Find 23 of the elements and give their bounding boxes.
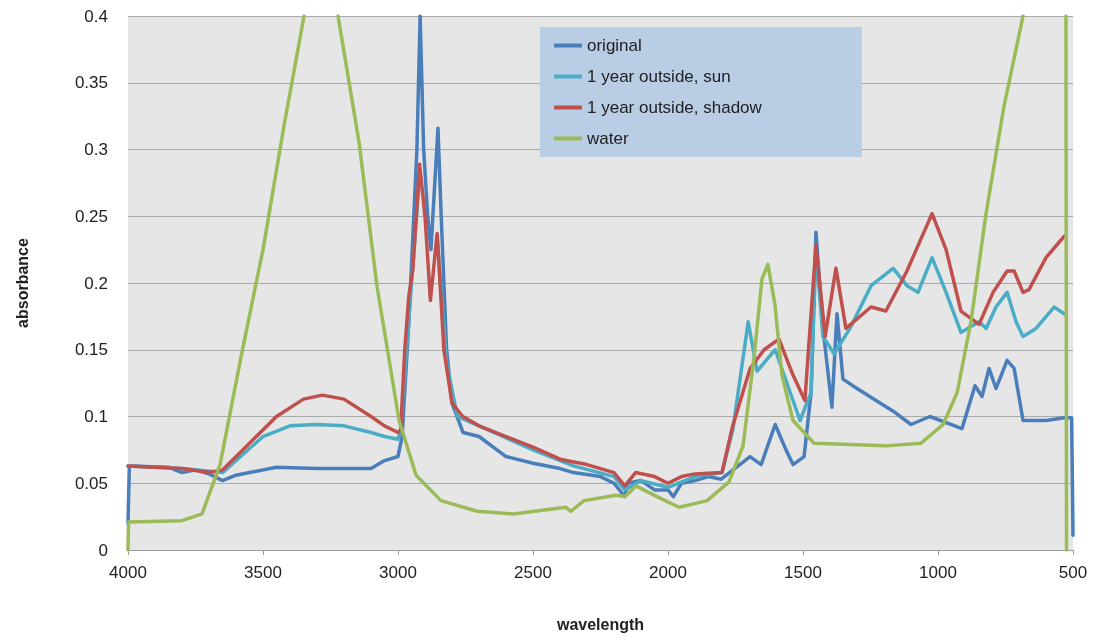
legend-label: 1 year outside, shadow [587,98,763,117]
y-tick-label: 0.1 [84,407,108,426]
legend-label: original [587,36,642,55]
x-tick-label: 3000 [379,563,417,582]
x-tick-label: 2000 [649,563,687,582]
x-tick-label: 1000 [919,563,957,582]
y-axis-title: absorbance [13,237,31,328]
x-tick-label: 1500 [784,563,822,582]
x-axis-title: wavelength [555,615,645,633]
x-tick-label: 500 [1058,563,1088,582]
y-tick-label: 0.2 [84,273,108,293]
y-tick-label: 0.05 [74,473,108,493]
y-tick-label: 0.4 [84,6,108,26]
y-tick-label: 0.3 [84,140,108,159]
y-tick-label: 0.35 [74,73,108,93]
y-tick-label: 0 [98,540,108,560]
legend-label: 1 year outside, sun [587,67,731,86]
y-tick-label: 0.15 [74,340,108,360]
y-tick-label: 0.25 [74,206,108,226]
x-tick-label: 2500 [514,563,552,582]
legend-label: water [586,129,629,148]
x-tick-label: 3500 [244,563,282,582]
x-tick-label: 4000 [109,563,147,582]
